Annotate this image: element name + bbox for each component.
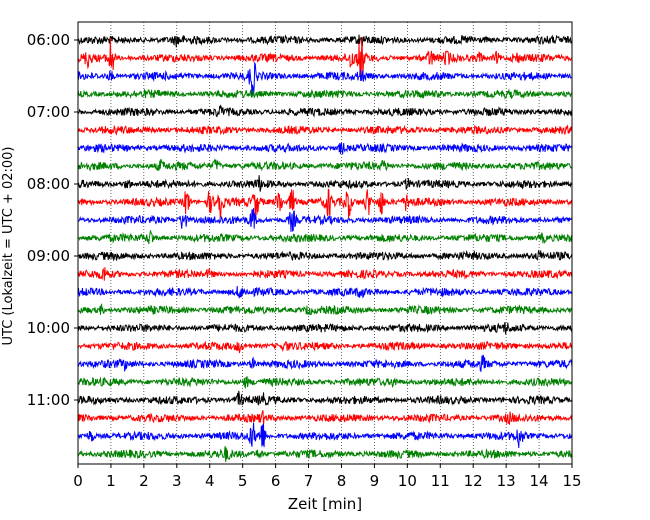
- x-tick-label-11: 11: [431, 472, 450, 490]
- trace-0630: [77, 61, 573, 96]
- trace-0600: [77, 34, 573, 48]
- trace-0815: [77, 188, 573, 220]
- trace-0900: [77, 249, 573, 262]
- x-tick-label-3: 3: [172, 472, 182, 490]
- plot-frame: [77, 21, 573, 465]
- y-axis-label: UTC (Lokalzeit = UTC + 02:00): [1, 147, 16, 346]
- y-tick-label-0900: 09:00: [27, 247, 70, 265]
- y-tick-label-0800: 08:00: [27, 175, 70, 193]
- x-axis-label: Zeit [min]: [288, 495, 362, 513]
- x-tick-label-10: 10: [398, 472, 417, 490]
- trace-0745: [77, 158, 573, 172]
- trace-1000: [77, 322, 573, 335]
- y-tick-label-0600: 06:00: [27, 31, 70, 49]
- x-tick-label-0: 0: [73, 472, 83, 490]
- trace-0700: [77, 104, 573, 118]
- y-tick-label-1000: 10:00: [27, 319, 70, 337]
- x-tick-label-1: 1: [106, 472, 116, 490]
- x-tick-label-13: 13: [497, 472, 516, 490]
- x-tick-label-6: 6: [271, 472, 281, 490]
- trace-1030: [77, 354, 573, 373]
- trace-0845: [77, 230, 573, 245]
- x-tick-label-4: 4: [205, 472, 215, 490]
- y-axis-ticks: 06:00 07:00 08:00 09:00 10:00 11:00: [27, 31, 78, 409]
- x-tick-label-8: 8: [337, 472, 347, 490]
- trace-0800: [77, 175, 573, 192]
- trace-0830: [77, 208, 573, 232]
- trace-0730: [77, 142, 573, 155]
- trace-0915: [77, 267, 573, 281]
- x-tick-label-7: 7: [304, 472, 314, 490]
- x-tick-label-9: 9: [370, 472, 380, 490]
- x-tick-label-12: 12: [464, 472, 483, 490]
- trace-0645: [77, 88, 573, 100]
- seismic-traces: [77, 34, 573, 463]
- x-tick-label-5: 5: [238, 472, 248, 490]
- trace-0945: [77, 303, 573, 316]
- x-axis-ticks: 0 1 2 3 4 5 6 7 8 9 10 11 12 13 14 15: [73, 464, 582, 490]
- trace-0615: [77, 37, 573, 76]
- trace-1045: [77, 376, 573, 390]
- x-tick-label-2: 2: [139, 472, 149, 490]
- y-tick-label-1100: 11:00: [27, 391, 70, 409]
- trace-0930: [77, 285, 573, 299]
- trace-1015: [77, 340, 573, 354]
- trace-1145: [77, 446, 573, 463]
- x-tick-label-14: 14: [530, 472, 549, 490]
- trace-0715: [77, 124, 573, 136]
- x-tick-label-15: 15: [562, 472, 581, 490]
- trace-1130: [77, 422, 573, 449]
- y-tick-label-0700: 07:00: [27, 103, 70, 121]
- trace-1100: [77, 390, 573, 406]
- trace-1115: [77, 410, 573, 426]
